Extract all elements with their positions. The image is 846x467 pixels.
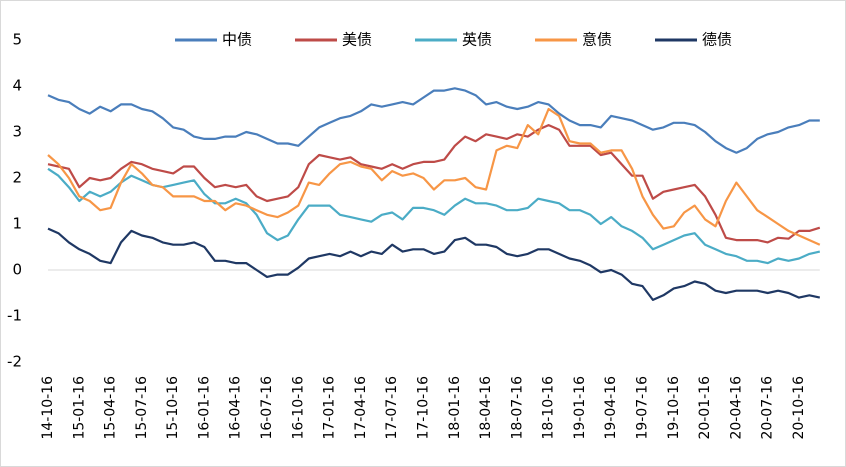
y-tick-label: -2 xyxy=(7,353,22,371)
legend-label: 美债 xyxy=(342,31,372,49)
series-line xyxy=(47,107,821,246)
x-tick-label: 19-10-16 xyxy=(666,376,682,440)
x-tick-label: 17-04-16 xyxy=(353,376,369,440)
legend-label: 意债 xyxy=(582,31,612,49)
x-tick-label: 19-07-16 xyxy=(635,376,651,440)
x-tick-label: 16-01-16 xyxy=(196,376,212,440)
x-tick-label: 16-10-16 xyxy=(290,376,306,440)
x-tick-label: 20-01-16 xyxy=(697,376,713,440)
x-tick-label: 15-01-16 xyxy=(71,376,87,440)
x-tick-label: 15-10-16 xyxy=(165,376,181,440)
x-tick-label: 17-10-16 xyxy=(415,376,431,440)
x-tick-label: 20-04-16 xyxy=(728,376,744,440)
x-tick-label: 16-07-16 xyxy=(259,376,275,440)
y-tick-label: 3 xyxy=(12,123,22,141)
y-tick-label: 5 xyxy=(12,31,22,49)
series-line xyxy=(47,124,821,244)
y-tick-label: 1 xyxy=(12,215,22,233)
legend-label: 德债 xyxy=(702,31,732,49)
x-tick-label: 17-07-16 xyxy=(384,376,400,440)
x-tick-label: 17-01-16 xyxy=(322,376,338,440)
series-line xyxy=(47,87,820,154)
series-line xyxy=(47,167,821,265)
x-tick-label: 15-07-16 xyxy=(134,376,150,440)
x-tick-label: 20-10-16 xyxy=(791,376,807,440)
series-line xyxy=(47,227,821,301)
y-tick-label: 0 xyxy=(12,261,22,279)
x-tick-label: 20-07-16 xyxy=(760,376,776,440)
x-tick-label: 16-04-16 xyxy=(228,376,244,440)
x-tick-label: 18-07-16 xyxy=(509,376,525,440)
x-tick-label: 19-01-16 xyxy=(572,376,588,440)
x-tick-label: 18-04-16 xyxy=(478,376,494,440)
x-tick-label: 15-04-16 xyxy=(103,376,119,440)
legend-label: 中债 xyxy=(222,31,252,49)
legend-label: 英债 xyxy=(462,31,492,49)
x-tick-label: 18-10-16 xyxy=(541,376,557,440)
x-tick-label: 14-10-16 xyxy=(40,376,56,440)
y-tick-label: 2 xyxy=(12,169,22,187)
x-tick-label: 19-04-16 xyxy=(603,376,619,440)
x-tick-label: 18-01-16 xyxy=(447,376,463,440)
y-tick-label: -1 xyxy=(7,307,22,325)
y-tick-label: 4 xyxy=(12,77,22,95)
